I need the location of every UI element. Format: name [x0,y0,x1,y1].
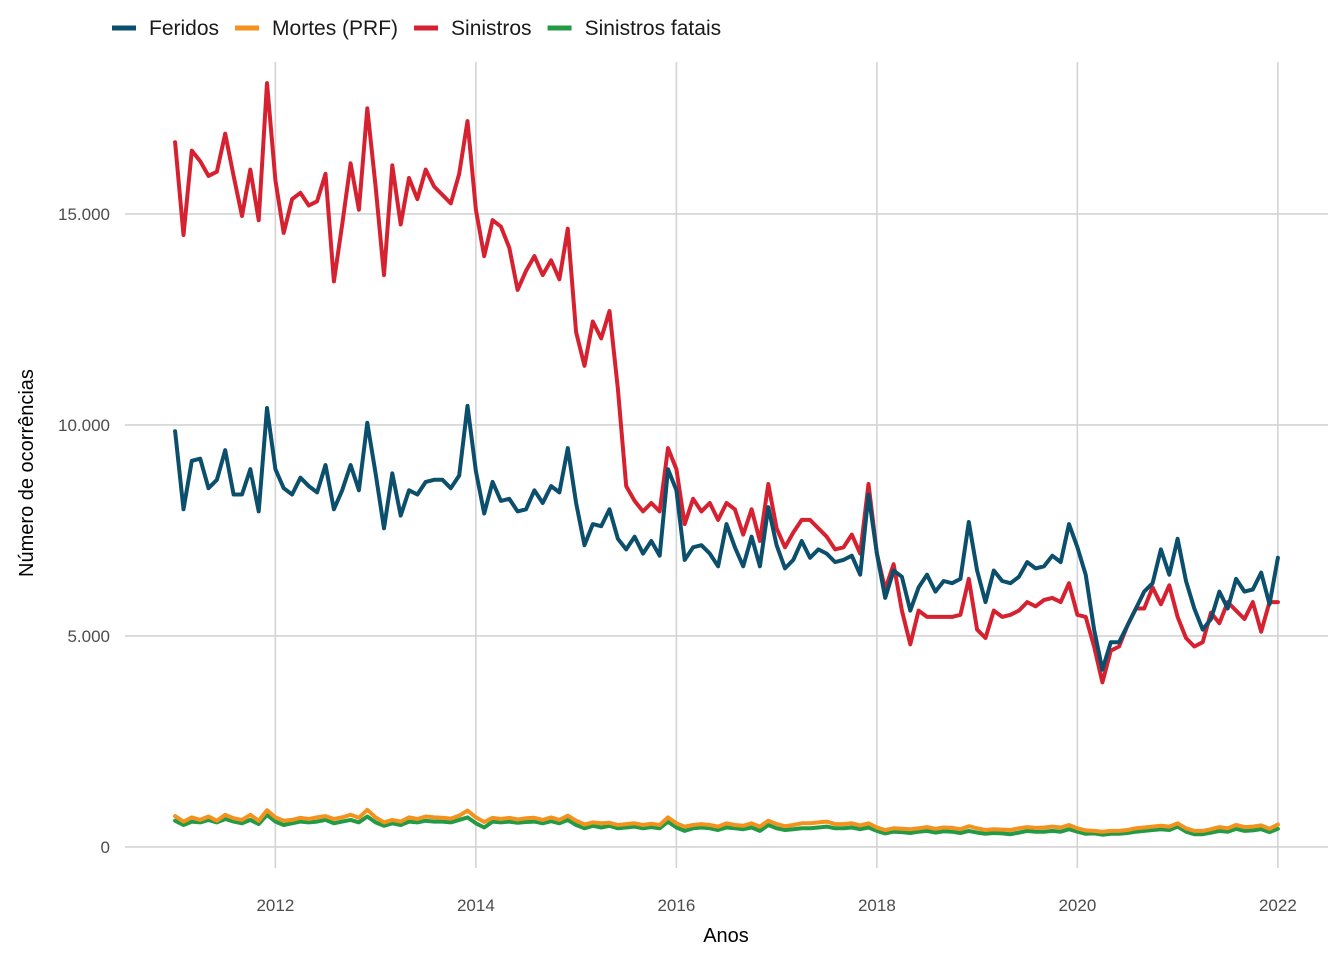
y-tick-label: 5.000 [67,627,110,646]
legend-label-feridos: Feridos [149,17,219,40]
gridlines [125,62,1328,868]
series-line-sinistros [173,81,1280,685]
y-tick-label: 10.000 [58,416,110,435]
legend-label-sinistros: Sinistros [451,17,532,40]
series-line-feridos [173,403,1280,672]
y-axis-ticks: 0 5.000 10.000 15.000 [58,205,110,857]
series-line-mortes-prf [173,807,1280,834]
x-tick-label: 2014 [457,896,495,915]
x-tick-label: 2018 [858,896,896,915]
x-tick-label: 2012 [256,896,294,915]
legend-label-sinistros-fatais: Sinistros fatais [585,17,722,40]
series-lines [173,81,1280,837]
y-tick-label: 15.000 [58,205,110,224]
legend: Feridos Mortes (PRF) Sinistros Sinistros fa… [112,17,721,40]
x-tick-label: 2020 [1058,896,1096,915]
x-axis-ticks: 2012 2014 2016 2018 2020 2022 [256,896,1296,915]
series-line-sinistros-fatais [173,812,1280,837]
legend-label-mortes-prf: Mortes (PRF) [272,17,398,40]
y-tick-label: 0 [101,838,110,857]
x-tick-label: 2016 [657,896,695,915]
x-axis-title: Anos [703,925,749,947]
x-tick-label: 2022 [1259,896,1297,915]
y-axis-title: Número de ocorrências [16,369,38,577]
